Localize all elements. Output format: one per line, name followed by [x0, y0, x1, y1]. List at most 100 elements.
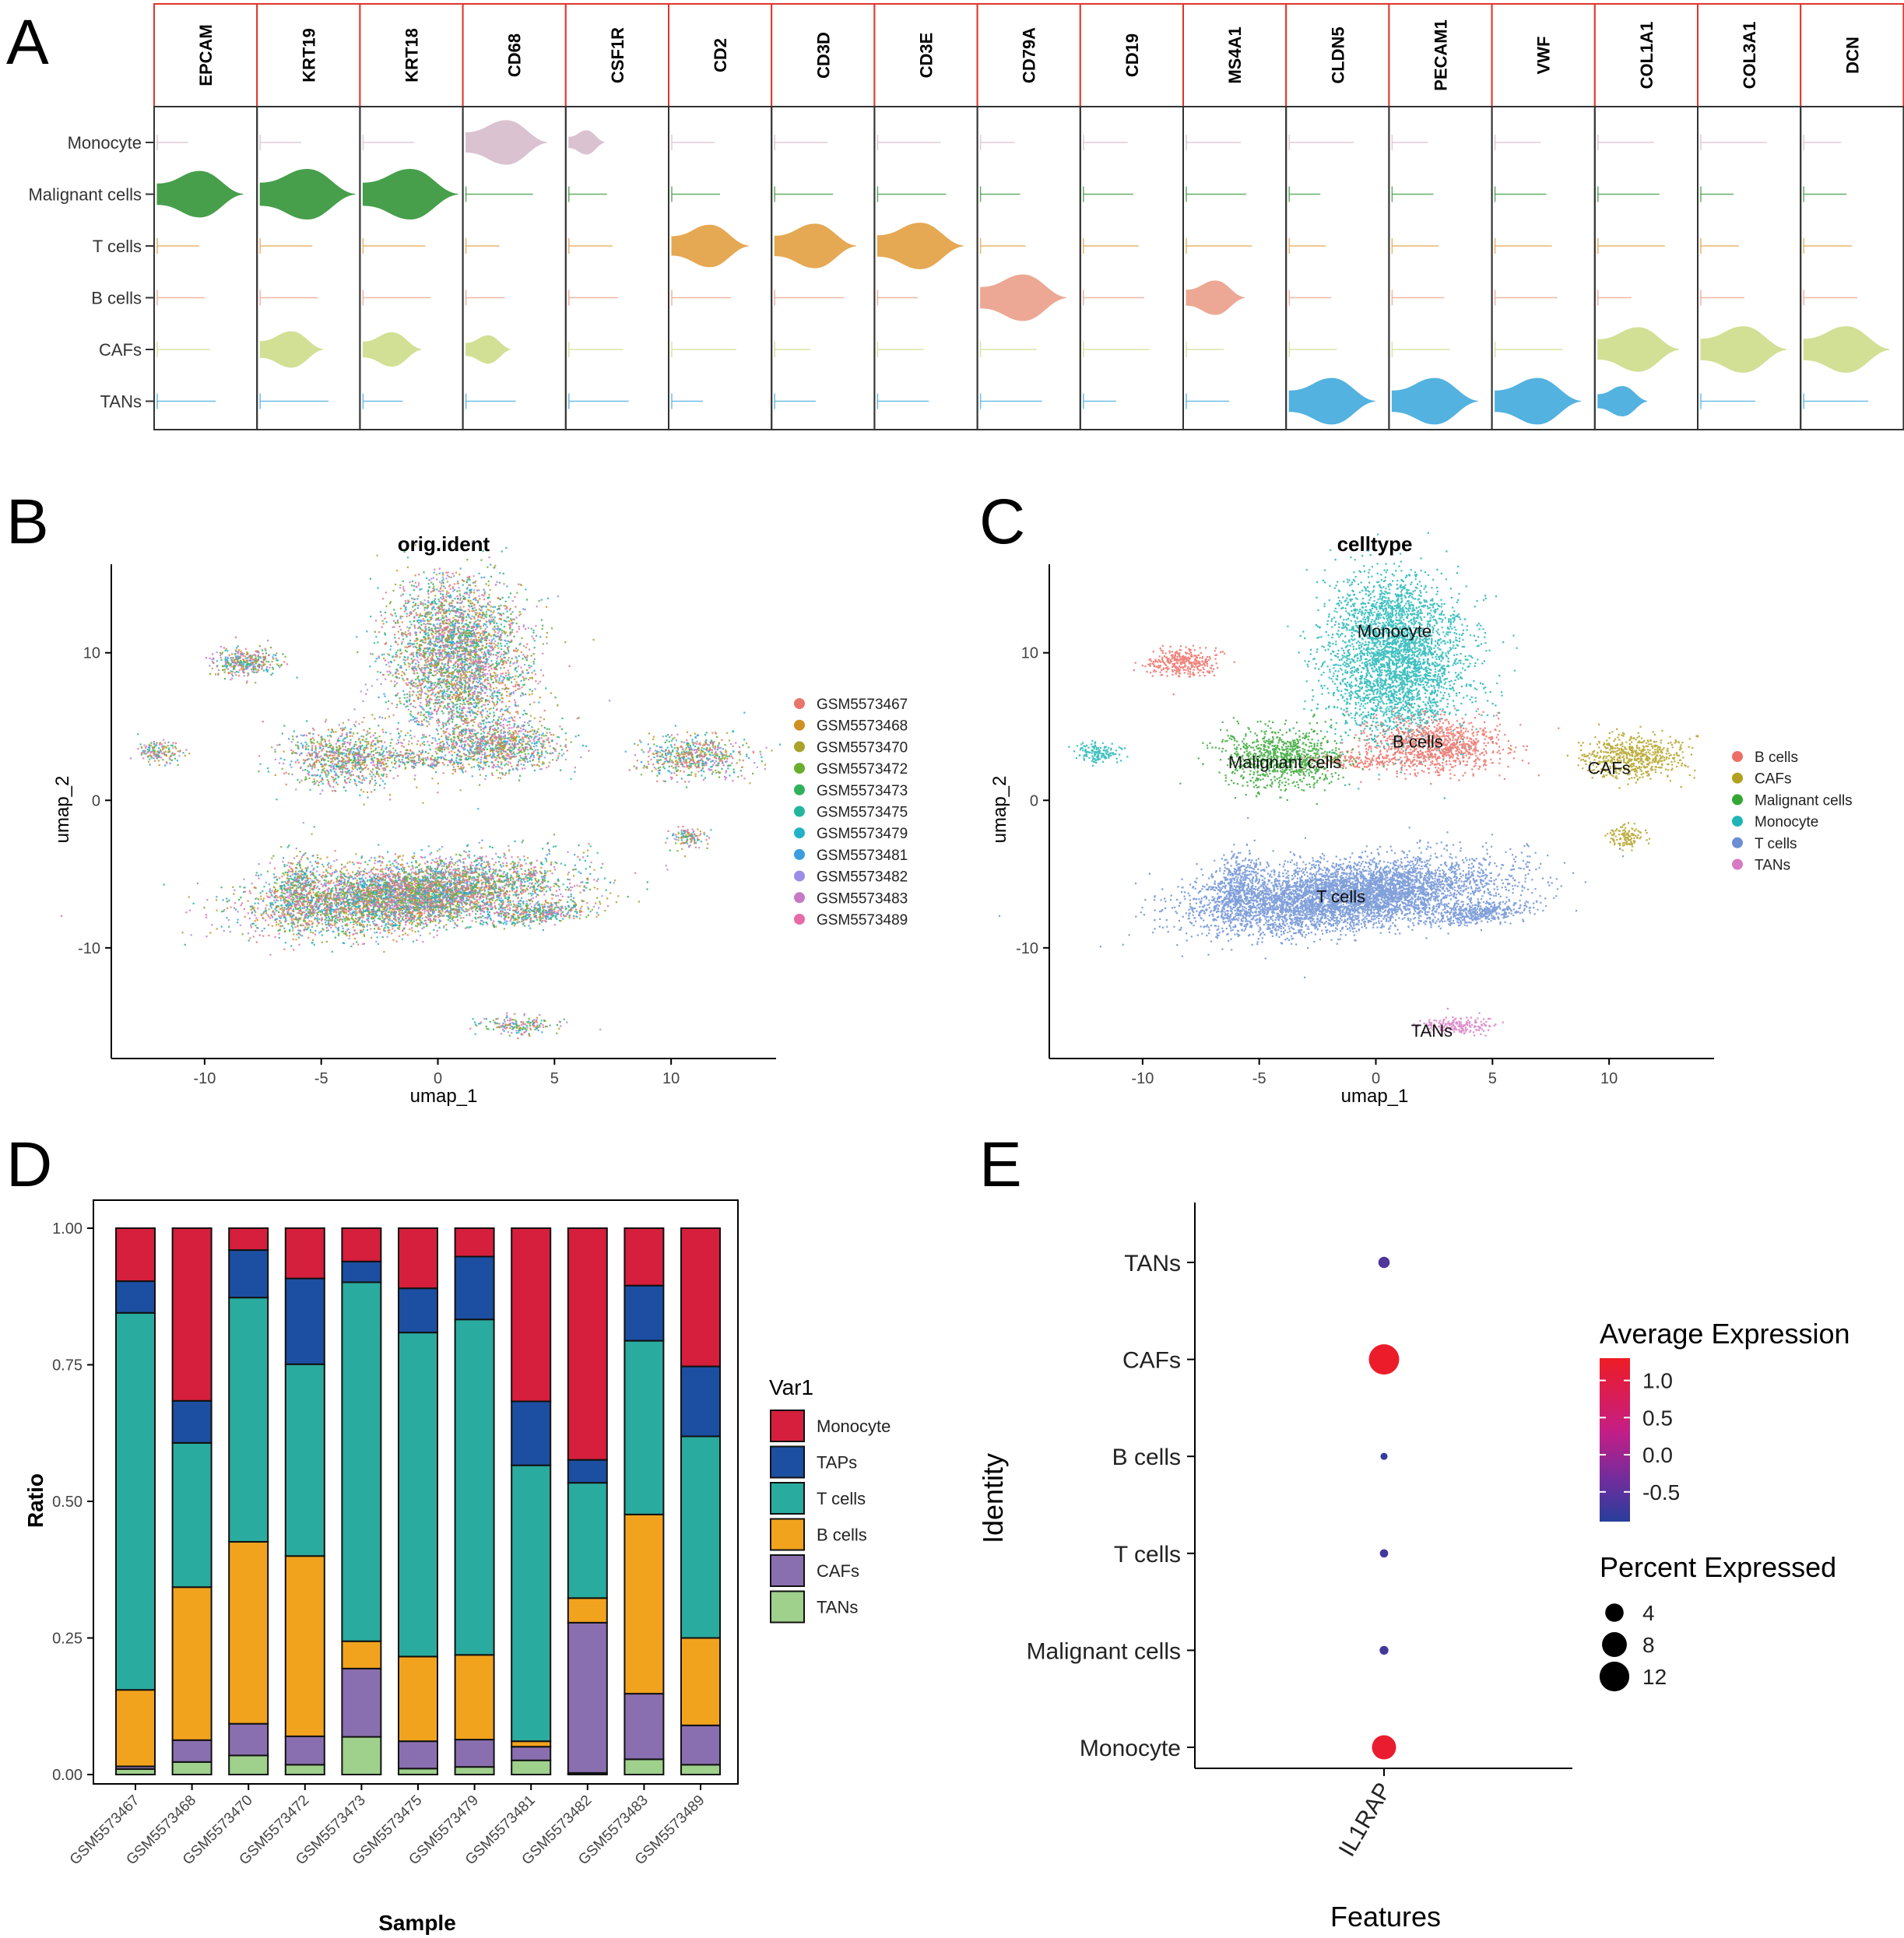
dot-CAFs — [1368, 1344, 1400, 1375]
umap-x-tick-label: -5 — [1252, 1070, 1266, 1087]
legend-swatch-GSM5573489 — [794, 914, 805, 925]
gene-label-CD68: CD68 — [505, 33, 525, 77]
bar-legend-swatch-TAPs — [770, 1445, 805, 1479]
gene-label-KRT19: KRT19 — [299, 28, 318, 83]
bar-GSM5573468-T-cells — [171, 1441, 213, 1589]
gene-label-PECAM1: PECAM1 — [1432, 19, 1451, 91]
celltype-label-B-cells: B cells — [91, 289, 142, 308]
violin-CD79A-B-cells — [980, 274, 1066, 321]
cluster-label-T-cells: T cells — [1316, 886, 1365, 906]
bar-GSM5573489-TANs — [680, 1764, 721, 1776]
bar-GSM5573479-T-cells — [454, 1318, 495, 1656]
bar-GSM5573489-T-cells — [680, 1435, 721, 1639]
bar-GSM5573470-CAFs — [228, 1722, 269, 1757]
dot-identity-label-CAFs: CAFs — [1122, 1348, 1181, 1374]
legend-label-Malignant-cells: Malignant cells — [1755, 792, 1853, 809]
bar-GSM5573468-B-cells — [171, 1586, 213, 1741]
violin-CD2-T-cells — [671, 224, 749, 268]
panel-b-ylabel: umap_2 — [52, 776, 73, 844]
panel-c-ylabel: umap_2 — [989, 776, 1010, 844]
panel-b-xlabel: umap_1 — [410, 1086, 478, 1107]
gene-label-CD19: CD19 — [1122, 33, 1142, 77]
violin-column-KRT19 — [256, 106, 361, 430]
umap-y-tick-label: -10 — [1016, 940, 1038, 957]
umap-x-tick-label: -5 — [314, 1070, 328, 1087]
violin-KRT19-Malignant-cells — [259, 168, 356, 220]
legend-swatch-T-cells — [1732, 837, 1743, 848]
bar-legend-label-T-cells: T cells — [817, 1489, 866, 1508]
celltype-label-T-cells: T cells — [93, 237, 142, 256]
bar-GSM5573475-TANs — [398, 1768, 438, 1776]
umap-x-tick-label: -10 — [1131, 1070, 1154, 1087]
bar-GSM5573483-T-cells — [624, 1339, 665, 1515]
umap-y-tick-label: 10 — [1021, 645, 1038, 662]
gene-label-DCN: DCN — [1843, 37, 1862, 74]
bar-GSM5573481-B-cells — [511, 1740, 552, 1748]
panel-d-xlabel: Sample — [378, 1911, 456, 1935]
umap-x-tick-label: 0 — [1372, 1070, 1380, 1087]
umap-points-ec6f66 — [1133, 644, 1560, 785]
bar-GSM5573472-B-cells — [284, 1555, 325, 1737]
gene-header-KRT19 — [256, 3, 361, 107]
panel-label-b: B — [6, 486, 49, 557]
legend-swatch-GSM5573482 — [794, 870, 805, 882]
umap-points-a9a32a — [140, 544, 773, 1037]
umap-y-tick-label: 0 — [92, 792, 100, 809]
umap-points-b2a01e — [1509, 723, 1699, 851]
legend-label-GSM5573482: GSM5573482 — [817, 869, 908, 886]
violin-column-COL1A1 — [1593, 106, 1699, 430]
bar-GSM5573475-CAFs — [398, 1740, 438, 1770]
bar-GSM5573473-T-cells — [341, 1281, 382, 1642]
umap-x-tick-label: 10 — [662, 1070, 680, 1087]
bar-GSM5573470-TANs — [228, 1754, 269, 1775]
umap-points-21b1c9 — [142, 556, 763, 1035]
violin-VWF-TANs — [1495, 377, 1581, 425]
legend-label-GSM5573481: GSM5573481 — [817, 848, 908, 864]
bar-legend-label-CAFs: CAFs — [817, 1561, 859, 1581]
violin-KRT18-Malignant-cells — [362, 168, 458, 220]
bar-GSM5573475-Monocyte — [398, 1227, 438, 1290]
gene-header-CD79A — [976, 3, 1081, 107]
bar-GSM5573472-TAPs — [284, 1277, 325, 1365]
bar-legend-label-Monocyte: Monocyte — [817, 1417, 891, 1436]
bar-GSM5573483-TAPs — [624, 1284, 665, 1342]
panel-e-dot-plot: Features Identity Average Expression Per… — [977, 1202, 1850, 1933]
violin-DCN-CAFs — [1803, 326, 1890, 373]
bar-GSM5573489-Monocyte — [680, 1227, 721, 1367]
gene-label-CSF1R: CSF1R — [608, 27, 627, 83]
violin-KRT18-CAFs — [362, 332, 422, 367]
violin-MS4A1-B-cells — [1186, 280, 1245, 315]
bar-GSM5573467-TAPs — [115, 1280, 156, 1314]
gene-header-KRT18 — [359, 3, 464, 107]
bar-GSM5573483-Monocyte — [624, 1227, 665, 1287]
violin-COL1A1-TANs — [1597, 385, 1647, 417]
umap-y-tick-label: 10 — [83, 645, 100, 662]
color-legend-tick-label: 1.0 — [1642, 1369, 1673, 1393]
bar-GSM5573473-B-cells — [341, 1640, 382, 1669]
panel-a-violin-plot: EPCAM KRT19 KRT18 CD68 CSF1R CD2 CD3D CD3E CD79A… — [28, 3, 1904, 430]
dot-identity-label-TANs: TANs — [1124, 1251, 1181, 1276]
panel-label-d: D — [6, 1129, 52, 1200]
legend-swatch-GSM5573468 — [794, 719, 805, 731]
legend-swatch-GSM5573470 — [794, 741, 805, 753]
bar-GSM5573483-TANs — [624, 1758, 665, 1775]
panel-b-umap-orig-ident: orig.ident umap_1 umap_2 -10 -5 0 5 10 -10 0 10… — [52, 532, 908, 1107]
legend-label-GSM5573483: GSM5573483 — [817, 890, 908, 907]
bar-GSM5573472-TANs — [284, 1764, 325, 1776]
umap-x-tick-label: 10 — [1600, 1070, 1618, 1087]
bar-legend-swatch-Monocyte — [770, 1410, 805, 1442]
celltype-label-Monocyte: Monocyte — [68, 133, 142, 153]
legend-label-GSM5573489: GSM5573489 — [817, 912, 908, 929]
legend-swatch-GSM5573483 — [794, 892, 805, 904]
gene-label-VWF: VWF — [1534, 37, 1554, 75]
bar-GSM5573489-TAPs — [680, 1365, 721, 1438]
umap-points-d77ac3 — [1413, 1007, 1504, 1037]
violin-column-CD3D — [771, 106, 876, 430]
gene-header-CD3D — [771, 3, 876, 107]
panel-e-size-legend-title: Percent Expressed — [1600, 1551, 1836, 1583]
umap-y-tick-label: 0 — [1030, 792, 1038, 809]
bar-GSM5573470-Monocyte — [228, 1227, 269, 1252]
bar-GSM5573475-B-cells — [398, 1655, 438, 1743]
violin-column-CD79A — [976, 106, 1081, 430]
gene-header-CLDN5 — [1285, 3, 1390, 107]
